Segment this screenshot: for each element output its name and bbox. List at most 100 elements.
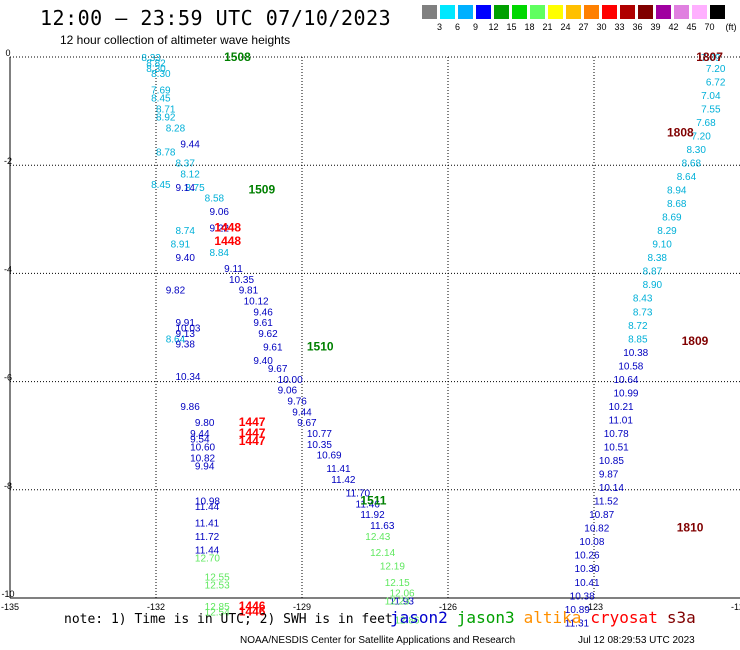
- y-tick-label: -10: [1, 589, 14, 599]
- color-scale-label: 18: [524, 22, 535, 32]
- wave-height-label: 10.14: [599, 483, 624, 494]
- wave-height-label: 7.20: [706, 64, 726, 75]
- wave-height-label: 10.77: [307, 429, 332, 440]
- color-scale-label: 15: [506, 22, 517, 32]
- time-annotation: 1508: [224, 50, 251, 64]
- wave-height-label: 8.84: [210, 248, 230, 259]
- wave-height-label: 8.43: [633, 294, 653, 305]
- wave-height-label: 8.68: [667, 199, 687, 210]
- time-annotation: 1447: [239, 415, 266, 429]
- wave-height-label: 8.91: [171, 240, 191, 251]
- color-scale-swatch: [656, 5, 671, 19]
- x-tick-label: -132: [147, 602, 165, 612]
- time-annotation: 1509: [248, 183, 275, 197]
- wave-height-label: 9.76: [287, 397, 307, 408]
- color-scale-swatch: [710, 5, 725, 19]
- wave-height-label: 8.45: [151, 94, 171, 105]
- wave-height-label: 9.94: [195, 461, 215, 472]
- color-scale-unit: (ft): [725, 22, 737, 32]
- x-tick-label: -135: [1, 602, 19, 612]
- wave-height-label: 8.72: [628, 321, 648, 332]
- color-scale-label: 70: [704, 22, 715, 32]
- wave-height-label: 8.74: [175, 226, 195, 237]
- time-annotation: 1446: [239, 605, 266, 619]
- legend-entry: jason3: [456, 608, 515, 627]
- wave-height-label: 9.82: [166, 286, 186, 297]
- y-tick-label: 0: [5, 48, 10, 58]
- wave-height-label: 8.45: [151, 180, 171, 191]
- color-scale-label: 3: [436, 22, 442, 32]
- color-scale-swatch: [566, 5, 581, 19]
- wave-height-label: 8.12: [180, 169, 200, 180]
- color-scale-swatch: [548, 5, 563, 19]
- color-scale-swatch: [620, 5, 635, 19]
- color-scale-swatch: [512, 5, 527, 19]
- wave-height-label: 11.41: [326, 464, 351, 475]
- wave-height-label: 8.30: [151, 69, 171, 80]
- wave-height-label: 11.93: [390, 597, 415, 608]
- wave-height-label: 10.12: [244, 296, 269, 307]
- wave-height-label: 8.68: [682, 158, 702, 169]
- wave-height-label: 11.44: [195, 502, 220, 513]
- wave-height-label: 9.44: [190, 429, 210, 440]
- time-annotation: 1447: [239, 426, 266, 440]
- satellite-legend: jason2 jason3 altika cryosat s3a: [390, 608, 705, 627]
- wave-height-label: 8.30: [146, 64, 166, 75]
- color-scale-label: 9: [472, 22, 478, 32]
- color-scale-swatch: [494, 5, 509, 19]
- color-scale-swatch: [584, 5, 599, 19]
- wave-height-label: 11.01: [609, 415, 634, 426]
- wave-height-label: 11.42: [331, 475, 356, 486]
- wave-height-label: 9.87: [599, 470, 619, 481]
- wave-height-label: 8.82: [146, 58, 166, 69]
- x-tick-label: -123: [585, 602, 603, 612]
- wave-height-label: 7.68: [696, 118, 716, 129]
- wave-height-label: 7.09: [701, 53, 721, 64]
- legend-entry: cryosat: [590, 608, 658, 627]
- color-scale-swatch: [422, 5, 437, 19]
- legend-entry: jason2: [390, 608, 448, 627]
- color-scale-label: 33: [614, 22, 625, 32]
- wave-height-label: 10.30: [575, 564, 600, 575]
- color-scale-label: 42: [668, 22, 679, 32]
- wave-height-label: 12.85: [205, 602, 230, 613]
- wave-height-label: 11.92: [360, 510, 385, 521]
- color-scale-swatch: [638, 5, 653, 19]
- wave-height-label: 10.00: [278, 375, 303, 386]
- wave-height-label: 6.72: [706, 77, 726, 88]
- y-tick-label: -2: [4, 156, 12, 166]
- footer-timestamp: Jul 12 08:29:53 UTC 2023: [578, 635, 695, 646]
- time-annotation: 1810: [677, 521, 704, 535]
- page-title: 12:00 – 23:59 UTC 07/10/2023: [40, 6, 392, 30]
- wave-height-label: 8.28: [166, 123, 186, 134]
- wave-height-label: 7.69: [151, 85, 171, 96]
- wave-height-label: 8.38: [648, 253, 668, 264]
- wave-height-label: 10.21: [609, 402, 634, 413]
- wave-height-label: 10.82: [584, 524, 609, 535]
- time-annotation: 1448: [214, 220, 241, 234]
- wave-height-label: 10.35: [229, 275, 254, 286]
- time-annotation: 1808: [667, 126, 694, 140]
- wave-height-label: 12.43: [365, 532, 390, 543]
- color-scale-swatch: [530, 5, 545, 19]
- color-scale-label: 30: [596, 22, 607, 32]
- wave-height-label: 12.53: [205, 580, 230, 591]
- wave-height-label: 10.87: [589, 510, 614, 521]
- time-annotation: 1446: [239, 599, 266, 613]
- wave-height-label: 11.70: [346, 489, 371, 500]
- wave-height-label: 8.29: [657, 226, 677, 237]
- wave-height-label: 8.85: [628, 334, 648, 345]
- wave-height-label: 8.33: [141, 53, 161, 64]
- wave-height-label: 11.63: [370, 521, 395, 532]
- wave-height-label: 8.75: [185, 183, 205, 194]
- wave-height-label: 10.51: [604, 443, 629, 454]
- wave-height-label: 9.38: [175, 340, 195, 351]
- wave-height-label: 8.64: [677, 172, 697, 183]
- wave-height-label: 7.20: [691, 131, 711, 142]
- wave-height-label: 11.72: [195, 532, 220, 543]
- wave-height-label: 9.67: [268, 364, 288, 375]
- wave-height-label: 12.19: [380, 562, 405, 573]
- wave-height-label: 8.69: [662, 213, 682, 224]
- wave-height-label: 8.58: [205, 194, 225, 205]
